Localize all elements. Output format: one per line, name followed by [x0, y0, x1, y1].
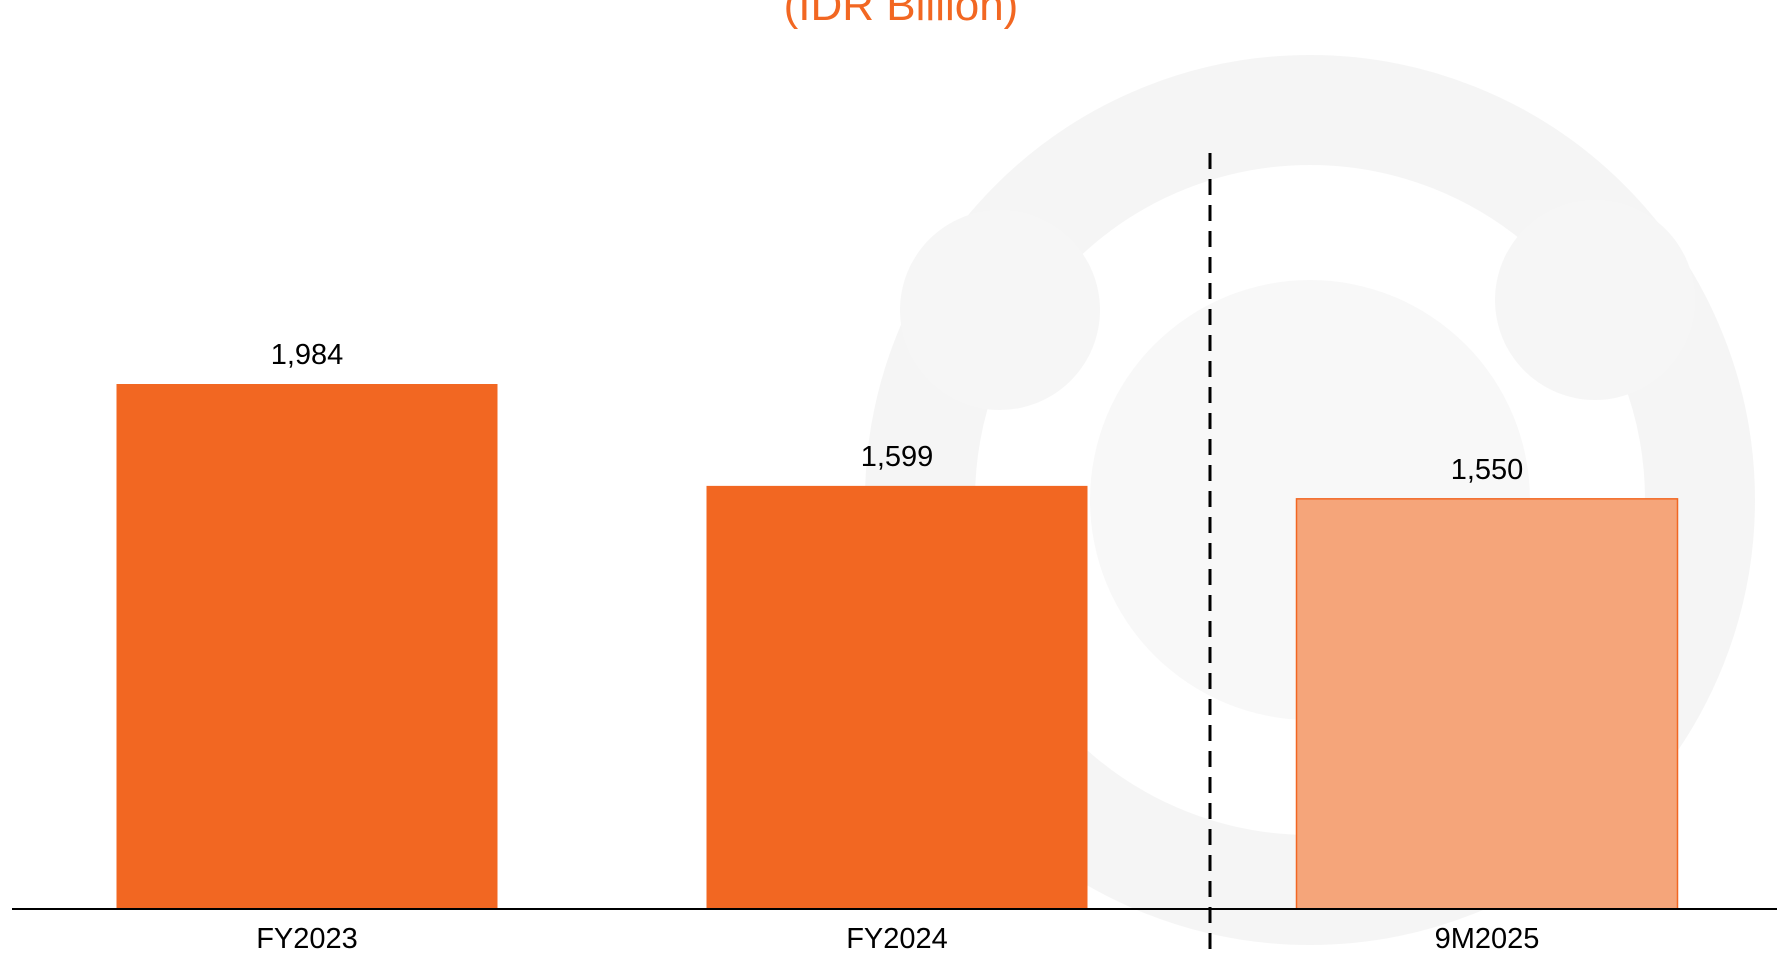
data-label: 1,984 — [271, 339, 344, 371]
data-label: 1,599 — [861, 441, 934, 473]
x-tick-label: FY2024 — [846, 923, 948, 955]
bar — [706, 485, 1088, 909]
bar — [1295, 498, 1679, 910]
data-label: 1,550 — [1451, 454, 1524, 486]
chart-title: (IDR Billion) — [784, 0, 1019, 30]
x-tick-label: 9M2025 — [1435, 923, 1540, 955]
x-tick-label: FY2023 — [256, 923, 358, 955]
bar — [116, 384, 498, 909]
disc — [900, 210, 1100, 410]
disc — [1495, 200, 1695, 400]
